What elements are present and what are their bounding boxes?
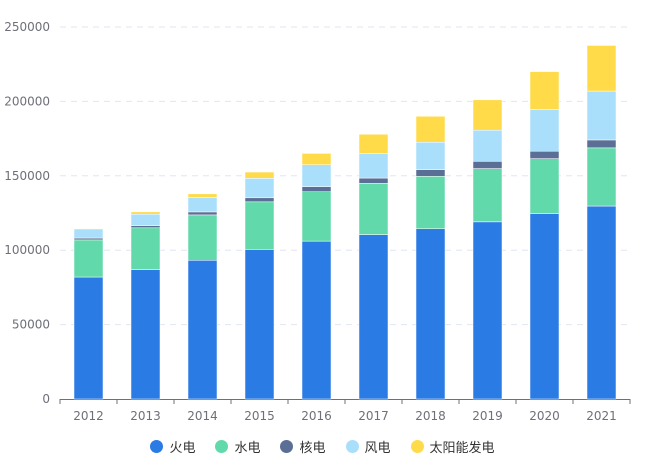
- bar-segment-2017-1: [358, 183, 389, 235]
- x-tick-label: 2014: [187, 409, 218, 423]
- legend-item[interactable]: 太阳能发电: [410, 437, 495, 456]
- bar-segment-2017-4: [358, 133, 389, 154]
- bar-segment-2013-0: [130, 269, 161, 400]
- legend: 火电 水电 核电 风电 太阳能发电: [0, 437, 645, 456]
- bar-segment-2013-2: [130, 225, 161, 229]
- bar-segment-2021-0: [586, 205, 617, 400]
- bar-segment-2012-0: [73, 276, 104, 400]
- legend-marker: [280, 440, 294, 453]
- bar-segment-2016-0: [301, 240, 332, 400]
- bar-segment-2019-2: [472, 161, 503, 169]
- bar-segment-2015-3: [244, 178, 275, 199]
- bar-segment-2020-2: [529, 150, 560, 159]
- legend-label: 太阳能发电: [429, 441, 495, 456]
- bar-segment-2021-1: [586, 147, 617, 207]
- bar-segment-2014-2: [187, 211, 218, 216]
- legend-marker: [215, 440, 229, 453]
- bar-segment-2017-3: [358, 153, 389, 179]
- bar-segment-2018-2: [415, 169, 446, 177]
- legend-item[interactable]: 火电: [150, 437, 195, 456]
- bar-segment-2017-2: [358, 177, 389, 184]
- y-tick-label: 200000: [4, 94, 50, 108]
- bar-segment-2016-2: [301, 186, 332, 192]
- x-tick-label: 2021: [586, 409, 617, 423]
- bar-segment-2020-1: [529, 158, 560, 214]
- bar-segment-2013-4: [130, 211, 161, 215]
- x-tick-label: 2015: [244, 409, 275, 423]
- legend-item[interactable]: 水电: [215, 437, 260, 456]
- bar-segment-2018-0: [415, 228, 446, 400]
- bar-segment-2016-4: [301, 153, 332, 166]
- bar-segment-2021-4: [586, 45, 617, 92]
- y-tick-label: 0: [42, 392, 50, 406]
- bar-segment-2014-4: [187, 193, 218, 198]
- x-tick-label: 2013: [130, 409, 161, 423]
- bar-segment-2018-1: [415, 176, 446, 230]
- bar-segment-2014-1: [187, 214, 218, 261]
- bar-segment-2018-3: [415, 141, 446, 170]
- bar-segment-2016-1: [301, 191, 332, 242]
- bar-segment-2018-4: [415, 116, 446, 143]
- bar-segment-2015-2: [244, 197, 275, 203]
- legend-label: 火电: [169, 441, 196, 456]
- y-tick-label: 250000: [4, 20, 50, 34]
- bar-segment-2015-0: [244, 249, 275, 400]
- bar-segment-2020-0: [529, 213, 560, 400]
- x-tick-label: 2020: [529, 409, 560, 423]
- bar-segment-2013-1: [130, 227, 161, 270]
- y-tick-label: 100000: [4, 243, 50, 257]
- bar-segment-2021-3: [586, 90, 617, 141]
- bar-segment-2020-3: [529, 109, 560, 152]
- legend-item[interactable]: 核电: [280, 437, 326, 456]
- bar-segment-2014-0: [187, 260, 218, 400]
- bar-segment-2012-1: [73, 239, 104, 278]
- bar-segment-2013-3: [130, 213, 161, 226]
- x-tick-label: 2012: [73, 409, 104, 423]
- y-tick-label: 150000: [4, 169, 50, 183]
- x-tick-label: 2019: [472, 409, 503, 423]
- x-tick-label: 2018: [415, 409, 446, 423]
- legend-item[interactable]: 风电: [345, 437, 391, 456]
- legend-label: 水电: [234, 441, 261, 456]
- legend-label: 核电: [299, 441, 326, 456]
- legend-marker: [150, 440, 164, 453]
- bar-segment-2012-3: [73, 228, 104, 239]
- bar-segment-2019-3: [472, 129, 503, 162]
- bar-segment-2016-3: [301, 164, 332, 187]
- bar-segment-2014-3: [187, 197, 218, 213]
- x-tick-label: 2016: [301, 409, 332, 423]
- bar-segment-2021-2: [586, 139, 617, 149]
- bar-segment-2015-4: [244, 171, 275, 179]
- bar-segment-2015-1: [244, 201, 275, 250]
- y-tick-label: 50000: [12, 318, 50, 332]
- legend-label: 风电: [364, 441, 391, 456]
- bar-segment-2020-4: [529, 71, 560, 110]
- legend-marker: [410, 440, 424, 453]
- bar-segment-2019-4: [472, 99, 503, 131]
- bar-segment-2019-0: [472, 221, 503, 400]
- bar-segment-2017-0: [358, 234, 389, 400]
- bar-segment-2012-4: [73, 228, 104, 230]
- x-tick-label: 2017: [358, 409, 389, 423]
- bar-segment-2019-1: [472, 168, 503, 223]
- bar-segment-2012-2: [73, 237, 104, 241]
- legend-marker: [345, 440, 359, 453]
